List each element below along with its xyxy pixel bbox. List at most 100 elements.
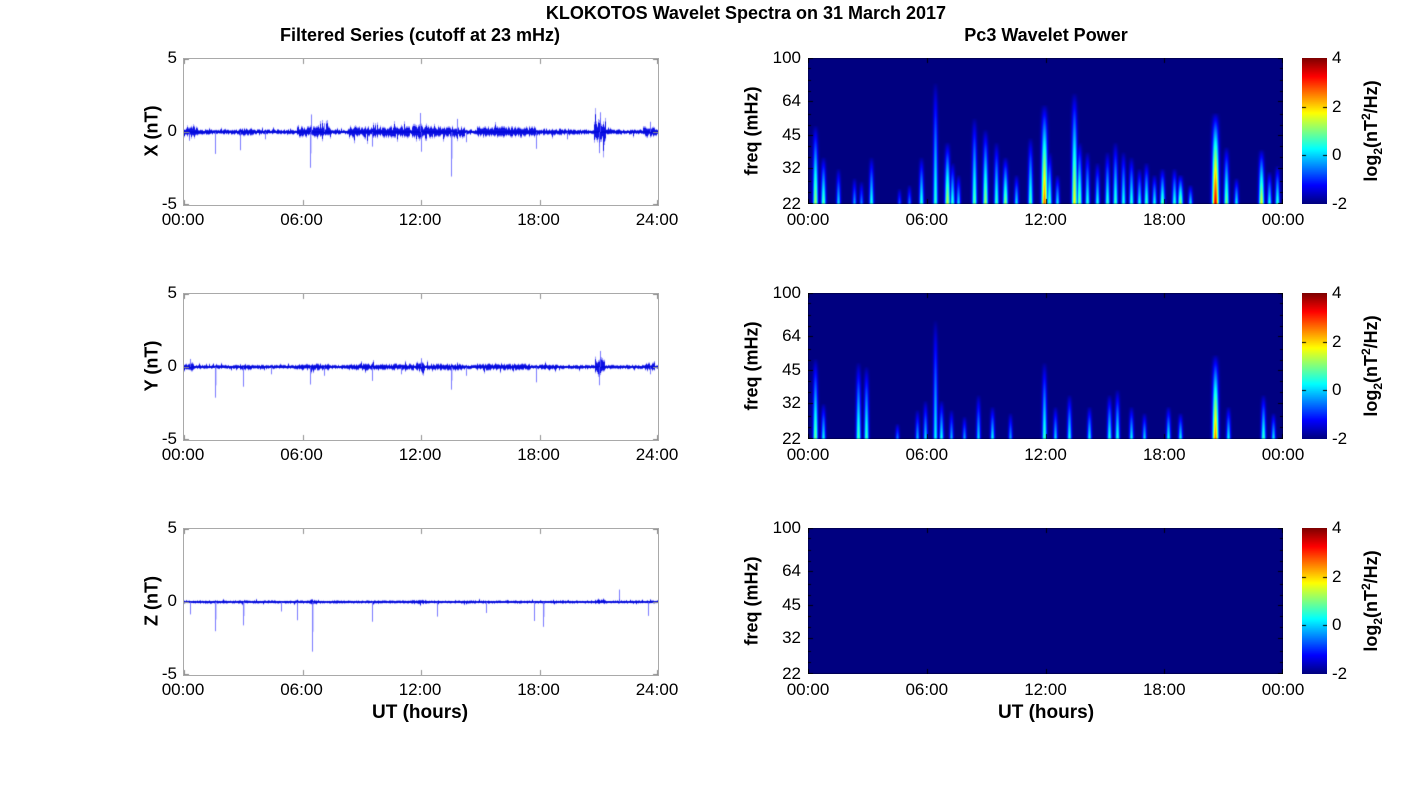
right-column-title: Pc3 Wavelet Power — [964, 25, 1128, 45]
series-ytick-label: -5 — [161, 664, 177, 683]
heatmap-xtick-label: 06:00 — [905, 445, 949, 464]
colorbar-tick-label: 2 — [1332, 96, 1342, 116]
series-xtick-label: 18:00 — [517, 680, 560, 699]
heatmap-xtick-label: 00:00 — [786, 445, 830, 464]
series-ytick-label: -5 — [161, 194, 177, 213]
freq-ytick-label: 100 — [772, 48, 801, 67]
colorbar-tick-label: -2 — [1332, 664, 1348, 683]
colorbar-label-text: log — [1361, 389, 1382, 417]
wavelet-power-z-canvas — [808, 528, 1283, 674]
freq-ytick-label: 64 — [782, 91, 801, 111]
colorbar-label-sup: 2 — [1359, 583, 1374, 591]
colorbar-label-sub: 2 — [1370, 147, 1385, 155]
colorbar-label-sup: 2 — [1359, 113, 1374, 121]
series-xtick-label: 12:00 — [398, 445, 442, 464]
freq-ytick-label: 22 — [782, 664, 801, 683]
x-axis-label-left: UT (hours) — [371, 702, 469, 723]
colorbar-y-canvas — [1302, 293, 1327, 439]
series-panel-z — [183, 528, 659, 676]
colorbar-tick-label: 0 — [1332, 380, 1342, 400]
colorbar-label-y: log2(nT2/Hz) — [1359, 315, 1385, 416]
series-xtick-label: 00:00 — [161, 680, 205, 699]
heatmap-xtick-label: 12:00 — [1024, 445, 1067, 464]
heatmap-xtick-label: 00:00 — [786, 210, 830, 229]
series-xtick-label: 00:00 — [161, 445, 205, 464]
wavelet-power-y-canvas — [808, 293, 1283, 439]
colorbar-tick-label: 4 — [1332, 518, 1342, 537]
left-column-title: Filtered Series (cutoff at 23 mHz) — [279, 25, 561, 45]
series-xtick-label: 12:00 — [398, 210, 442, 229]
colorbar-tick-label: 0 — [1332, 615, 1342, 635]
series-xtick-label: 24:00 — [635, 445, 679, 464]
colorbar-tick-label: -2 — [1332, 194, 1348, 213]
colorbar-x — [1302, 58, 1327, 204]
series-ytick-label: 0 — [167, 121, 177, 140]
freq-ytick-label: 64 — [782, 326, 801, 346]
colorbar-label-text: (nT — [1361, 355, 1382, 383]
series-ytick-label: 5 — [167, 518, 177, 537]
series-plot-x-canvas — [184, 59, 658, 205]
series-xtick-label: 24:00 — [635, 680, 679, 699]
heatmap-panel-z — [808, 528, 1283, 674]
colorbar-label-text: (nT — [1361, 120, 1382, 148]
heatmap-xtick-label: 00:00 — [1261, 210, 1305, 229]
y-axis-label-y: Y (nT) — [141, 340, 162, 392]
colorbar-tick-label: 2 — [1332, 331, 1342, 351]
y-axis-label-z: Z (nT) — [141, 576, 162, 626]
series-xtick-label: 00:00 — [161, 210, 205, 229]
series-ytick-label: 5 — [167, 48, 177, 67]
heatmap-xtick-label: 12:00 — [1024, 680, 1067, 699]
series-xtick-label: 12:00 — [398, 680, 442, 699]
freq-axis-label-y: freq (mHz) — [741, 321, 762, 411]
series-plot-z-canvas — [184, 529, 658, 675]
wavelet-power-x-canvas — [808, 58, 1283, 204]
freq-axis-label-x: freq (mHz) — [741, 86, 762, 176]
series-ytick-label: -5 — [161, 429, 177, 448]
colorbar-label-text: log — [1361, 624, 1382, 652]
series-xtick-label: 18:00 — [517, 445, 560, 464]
colorbar-tick-label: 4 — [1332, 48, 1342, 67]
freq-ytick-label: 32 — [782, 157, 801, 177]
freq-ytick-label: 64 — [782, 561, 801, 581]
heatmap-xtick-label: 06:00 — [905, 210, 949, 229]
colorbar-z-canvas — [1302, 528, 1327, 674]
colorbar-label-text: (nT — [1361, 590, 1382, 618]
colorbar-label-sub: 2 — [1370, 382, 1385, 390]
heatmap-xtick-label: 18:00 — [1142, 210, 1186, 229]
freq-axis-label-z: freq (mHz) — [741, 556, 762, 646]
colorbar-y — [1302, 293, 1327, 439]
series-panel-x — [183, 58, 659, 206]
freq-ytick-label: 32 — [782, 627, 801, 647]
colorbar-tick-label: 4 — [1332, 283, 1342, 302]
heatmap-xtick-label: 18:00 — [1142, 680, 1186, 699]
series-ytick-label: 0 — [167, 591, 177, 610]
freq-ytick-label: 45 — [782, 124, 801, 144]
series-plot-y-canvas — [184, 294, 658, 440]
series-xtick-label: 24:00 — [635, 210, 679, 229]
heatmap-xtick-label: 06:00 — [905, 680, 949, 699]
colorbar-label-text: log — [1361, 154, 1382, 182]
colorbar-x-canvas — [1302, 58, 1327, 204]
colorbar-label-z: log2(nT2/Hz) — [1359, 550, 1385, 651]
colorbar-label-x: log2(nT2/Hz) — [1359, 80, 1385, 181]
series-xtick-label: 06:00 — [280, 680, 323, 699]
freq-ytick-label: 22 — [782, 429, 801, 448]
series-ytick-label: 0 — [167, 356, 177, 375]
colorbar-label-sub: 2 — [1370, 617, 1385, 625]
series-xtick-label: 18:00 — [517, 210, 560, 229]
heatmap-panel-y — [808, 293, 1283, 439]
series-xtick-label: 06:00 — [280, 445, 323, 464]
figure-title: KLOKOTOS Wavelet Spectra on 31 March 201… — [545, 3, 947, 23]
heatmap-xtick-label: 12:00 — [1024, 210, 1067, 229]
colorbar-tick-label: -2 — [1332, 429, 1348, 448]
heatmap-xtick-label: 00:00 — [1261, 680, 1305, 699]
colorbar-label-text: /Hz) — [1361, 550, 1382, 584]
freq-ytick-label: 100 — [772, 283, 801, 302]
freq-ytick-label: 45 — [782, 359, 801, 379]
colorbar-z — [1302, 528, 1327, 674]
colorbar-tick-label: 2 — [1332, 566, 1342, 586]
colorbar-label-sup: 2 — [1359, 348, 1374, 356]
heatmap-panel-x — [808, 58, 1283, 204]
freq-ytick-label: 100 — [772, 518, 801, 537]
